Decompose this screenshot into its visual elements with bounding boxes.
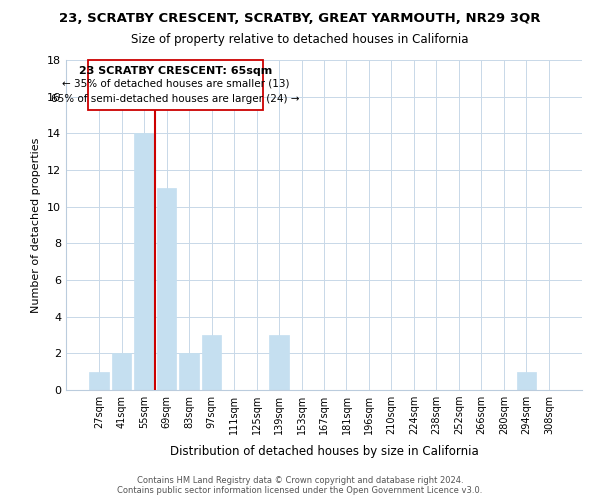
X-axis label: Distribution of detached houses by size in California: Distribution of detached houses by size …	[170, 446, 478, 458]
Text: Contains public sector information licensed under the Open Government Licence v3: Contains public sector information licen…	[118, 486, 482, 495]
Bar	[112, 354, 131, 390]
Text: Contains HM Land Registry data © Crown copyright and database right 2024.: Contains HM Land Registry data © Crown c…	[137, 476, 463, 485]
Bar	[517, 372, 536, 390]
Bar	[157, 188, 176, 390]
Text: 65% of semi-detached houses are larger (24) →: 65% of semi-detached houses are larger (…	[51, 94, 300, 104]
Y-axis label: Number of detached properties: Number of detached properties	[31, 138, 41, 312]
Bar	[202, 335, 221, 390]
Bar	[269, 335, 289, 390]
Text: 23, SCRATBY CRESCENT, SCRATBY, GREAT YARMOUTH, NR29 3QR: 23, SCRATBY CRESCENT, SCRATBY, GREAT YAR…	[59, 12, 541, 26]
Text: Size of property relative to detached houses in California: Size of property relative to detached ho…	[131, 32, 469, 46]
Bar	[134, 134, 154, 390]
Text: ← 35% of detached houses are smaller (13): ← 35% of detached houses are smaller (13…	[62, 79, 289, 89]
FancyBboxPatch shape	[88, 60, 263, 110]
Bar	[179, 354, 199, 390]
Bar	[89, 372, 109, 390]
Text: 23 SCRATBY CRESCENT: 65sqm: 23 SCRATBY CRESCENT: 65sqm	[79, 66, 272, 76]
